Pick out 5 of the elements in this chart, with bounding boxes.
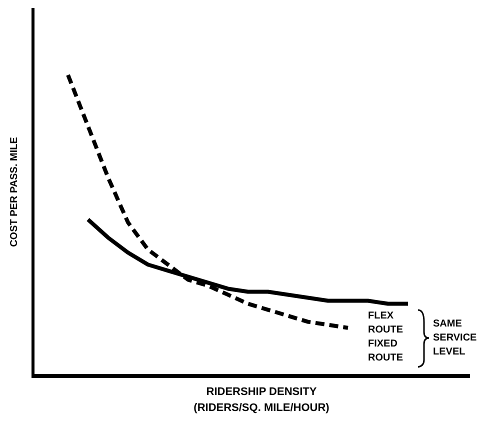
series-label: FLEX ROUTE: [368, 310, 404, 336]
text: FIXED ROUTE: [368, 338, 404, 364]
x-axis-title: RIDERSHIP DENSITY (RIDERS/SQ. MILE/HOUR): [194, 386, 330, 414]
y-axis-title: COST PER PASS. MILE: [9, 136, 20, 247]
text: SAME SERVICE LEVEL: [433, 318, 478, 358]
